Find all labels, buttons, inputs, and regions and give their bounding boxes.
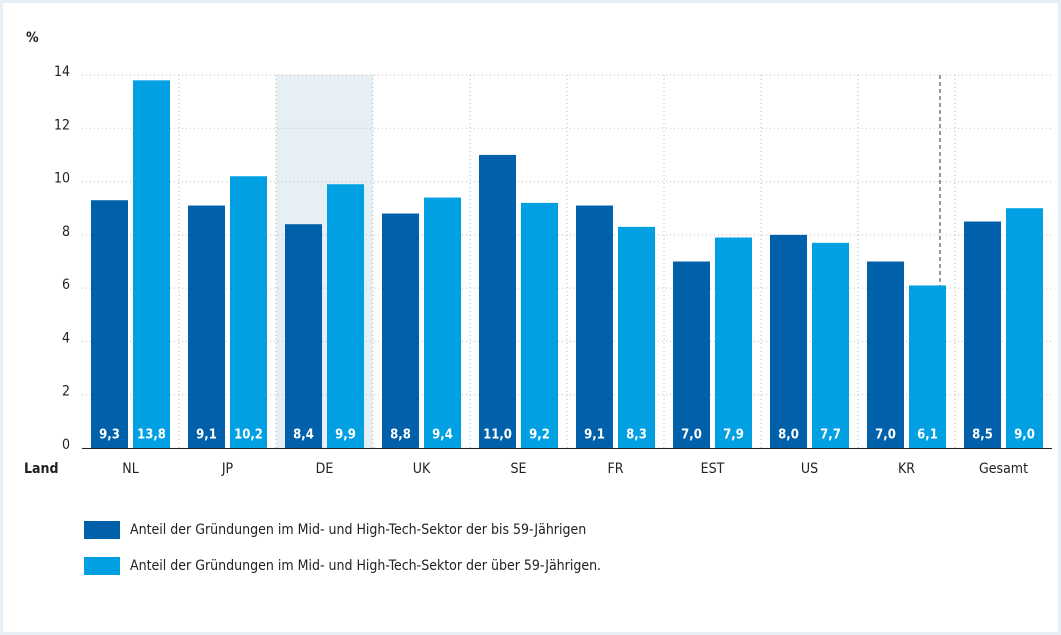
bar	[230, 176, 267, 448]
bar	[964, 221, 1001, 448]
y-tick-label: 2	[62, 384, 70, 400]
x-tick-label: KR	[898, 461, 915, 477]
bar	[812, 242, 849, 448]
x-tick-label: DE	[316, 461, 334, 477]
value-label: 9,1	[584, 428, 605, 443]
y-axis-label: %	[26, 30, 39, 46]
value-label: 8,0	[778, 428, 799, 443]
value-label: 7,9	[723, 428, 744, 443]
value-label: 9,4	[432, 428, 453, 443]
value-label: 8,5	[972, 428, 993, 443]
legend-swatch	[84, 521, 120, 539]
value-label: 13,8	[137, 428, 166, 443]
value-label: 9,0	[1014, 428, 1035, 443]
value-label: 7,7	[820, 428, 841, 443]
bar	[424, 197, 461, 448]
x-tick-label: SE	[511, 461, 527, 477]
y-tick-label: 6	[62, 277, 70, 293]
x-tick-label: JP	[221, 461, 234, 477]
value-label: 9,9	[335, 428, 356, 443]
bar	[909, 285, 946, 448]
x-tick-label: FR	[608, 461, 624, 477]
y-tick-label: 14	[54, 64, 70, 80]
value-label: 10,2	[234, 428, 263, 443]
y-tick-label: 10	[54, 171, 70, 187]
x-tick-label: Gesamt	[979, 461, 1028, 477]
bar	[867, 261, 904, 448]
x-tick-label: US	[801, 461, 818, 477]
bar	[188, 205, 225, 448]
x-tick-label: UK	[413, 461, 431, 477]
value-label: 9,2	[529, 428, 550, 443]
bar	[91, 200, 128, 448]
bar	[1006, 208, 1043, 448]
value-label: 8,3	[626, 428, 647, 443]
y-tick-label: 0	[62, 437, 70, 453]
bar	[673, 261, 710, 448]
value-label: 9,1	[196, 428, 217, 443]
y-tick-label: 12	[54, 117, 70, 133]
bar	[382, 213, 419, 448]
y-tick-label: 4	[62, 330, 70, 346]
x-tick-label: NL	[122, 461, 138, 477]
bar	[327, 184, 364, 448]
legend-label: Anteil der Gründungen im Mid- und High-T…	[130, 522, 586, 538]
value-label: 6,1	[917, 428, 938, 443]
value-label: 8,8	[390, 428, 411, 443]
bar	[285, 224, 322, 448]
x-axis-label: Land	[24, 461, 59, 477]
legend-swatch	[84, 557, 120, 575]
bar	[521, 202, 558, 448]
y-tick-label: 8	[62, 224, 70, 240]
bar	[479, 154, 516, 448]
bar	[133, 80, 170, 448]
value-label: 8,4	[293, 428, 314, 443]
value-label: 11,0	[483, 428, 512, 443]
bar	[715, 237, 752, 448]
value-label: 7,0	[681, 428, 702, 443]
bar	[618, 226, 655, 448]
value-label: 7,0	[875, 428, 896, 443]
legend-label: Anteil der Gründungen im Mid- und High-T…	[130, 558, 601, 574]
value-label: 9,3	[99, 428, 120, 443]
x-tick-label: EST	[701, 461, 725, 477]
bar	[770, 234, 807, 448]
bar	[576, 205, 613, 448]
